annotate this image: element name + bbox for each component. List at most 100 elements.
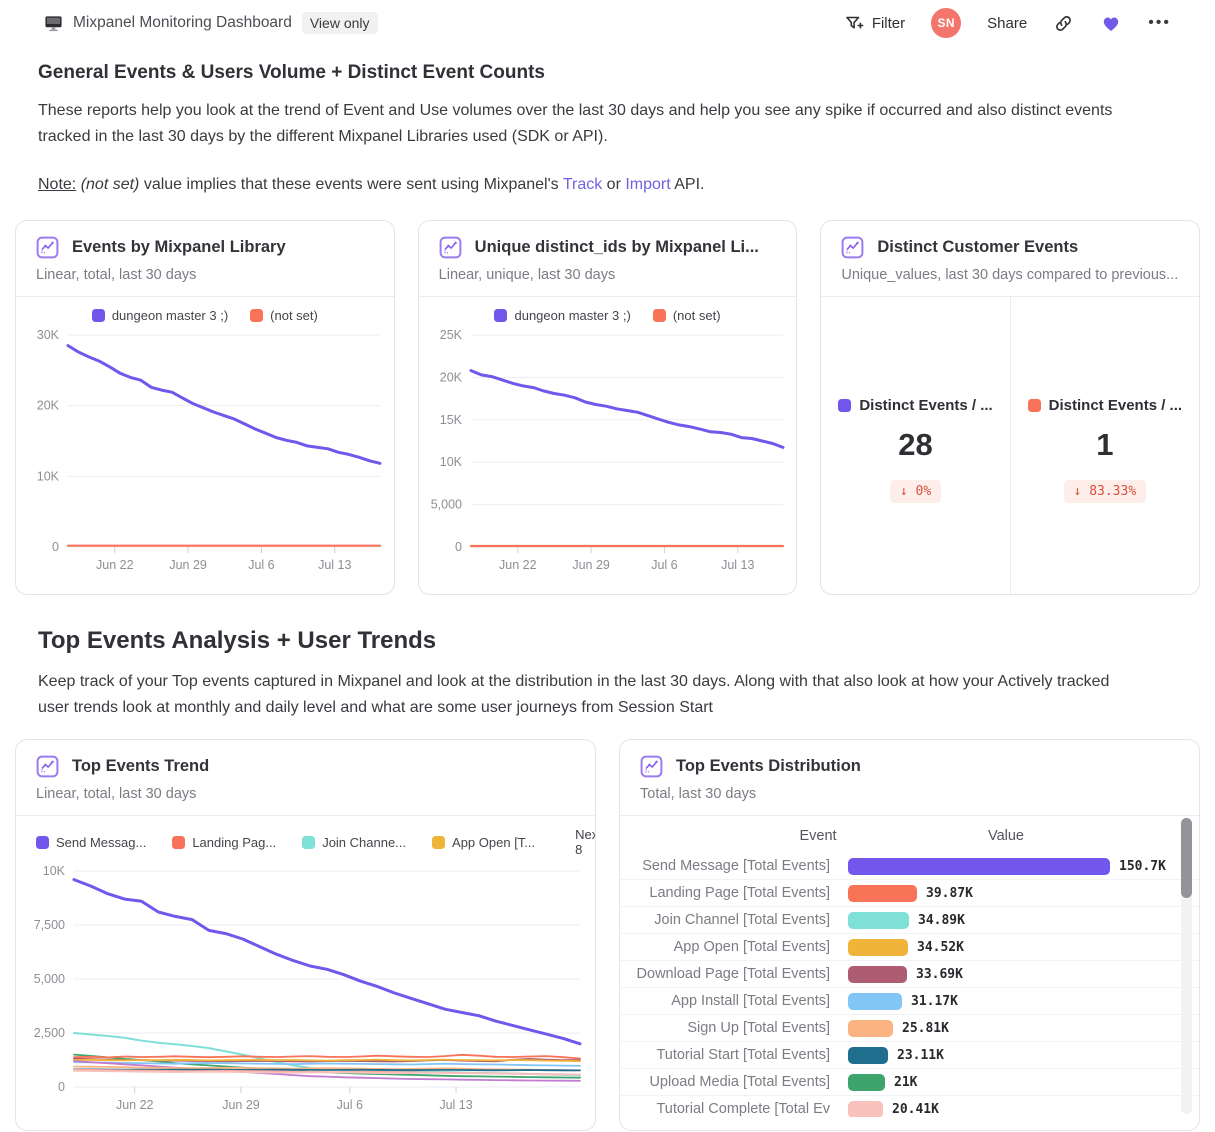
section2-heading: Top Events Analysis + User Trends xyxy=(38,627,437,654)
share-button[interactable]: Share xyxy=(987,14,1028,32)
event-label: Upload Media [Total Events] xyxy=(649,1074,830,1090)
monitor-icon xyxy=(44,14,63,33)
value-label: 23.11K xyxy=(897,1047,944,1063)
insights-chart-icon xyxy=(439,236,462,259)
chart-legend: dungeon master 3 ;) (not set) xyxy=(419,297,797,323)
section1-heading: General Events & Users Volume + Distinct… xyxy=(38,62,545,83)
legend-item[interactable]: Join Channe... xyxy=(302,835,406,850)
view-only-badge: View only xyxy=(301,12,378,34)
legend-label: (not set) xyxy=(270,308,318,323)
legend-item[interactable]: dungeon master 3 ;) xyxy=(91,308,228,323)
more-options-button[interactable]: ••• xyxy=(1148,14,1171,31)
svg-text:20K: 20K xyxy=(37,399,60,413)
metric-label: Distinct Events / ... xyxy=(1048,397,1183,414)
table-row: Upload Media [Total Events] 21K xyxy=(620,1069,1199,1096)
legend-item[interactable]: (not set) xyxy=(250,308,318,323)
table-row: Sign Up [Total Events] 25.81K xyxy=(620,1015,1199,1042)
metric-change-badge: ↓ 0% xyxy=(889,480,942,503)
value-label: 39.87K xyxy=(926,885,973,901)
legend-swatch xyxy=(36,835,49,849)
legend-item[interactable]: (not set) xyxy=(652,308,721,323)
insights-chart-icon xyxy=(640,755,663,778)
svg-text:0: 0 xyxy=(58,1080,65,1094)
svg-text:Jul 6: Jul 6 xyxy=(337,1098,363,1112)
top-events-trend-card: Top Events Trend Linear, total, last 30 … xyxy=(15,739,596,1131)
metric-swatch xyxy=(838,399,852,412)
legend-next-8-button[interactable]: Next 8 xyxy=(575,827,595,857)
svg-text:Jul 13: Jul 13 xyxy=(439,1098,472,1112)
copy-link-icon[interactable] xyxy=(1053,13,1074,34)
legend-item[interactable]: Send Messag... xyxy=(36,835,146,850)
scrollbar-track[interactable] xyxy=(1181,818,1192,1114)
legend-swatch xyxy=(494,309,508,322)
insights-chart-icon xyxy=(841,236,864,259)
column-header-event: Event xyxy=(799,828,837,844)
table-row: App Open [Total Events] 34.52K xyxy=(620,934,1199,961)
distinct-customer-events-card: Distinct Customer Events Unique_values, … xyxy=(820,220,1201,595)
table-row: Join Channel [Total Events] 34.89K xyxy=(620,907,1199,934)
svg-text:10K: 10K xyxy=(37,469,60,483)
value-bar xyxy=(848,938,908,956)
table-row: Tutorial Start [Total Events] 23.11K xyxy=(620,1042,1199,1069)
svg-text:30K: 30K xyxy=(37,328,60,342)
svg-text:Jun 29: Jun 29 xyxy=(222,1098,260,1112)
legend-swatch xyxy=(172,835,186,849)
legend-item[interactable]: dungeon master 3 ;) xyxy=(494,308,631,323)
track-link[interactable]: Track xyxy=(562,176,603,193)
event-label: App Open [Total Events] xyxy=(673,939,830,955)
value-bar xyxy=(848,1019,893,1037)
legend-swatch xyxy=(652,309,666,322)
unique-ids-chart[interactable]: 25K 20K 15K 10K 5,000 0 Jun 22 Jun 29 Jul 6 Jul 1… xyxy=(419,323,797,586)
event-label: Send Message [Total Events] xyxy=(642,858,830,874)
card-subtitle: Total, last 30 days xyxy=(640,786,757,802)
svg-text:25K: 25K xyxy=(439,328,462,342)
card-title: Unique distinct_ids by Mixpanel Li... xyxy=(474,238,759,256)
cards-row-2: Top Events Trend Linear, total, last 30 … xyxy=(0,739,1215,1131)
legend-item[interactable]: App Open [T... xyxy=(432,835,535,850)
distribution-rows: Send Message [Total Events] 150.7K Landing… xyxy=(620,853,1199,1117)
value-bar xyxy=(848,911,909,929)
legend-item[interactable]: Landing Pag... xyxy=(172,835,276,850)
card-subtitle: Linear, total, last 30 days xyxy=(36,786,197,802)
metric-value: 1 xyxy=(1096,427,1114,462)
svg-text:Jun 29: Jun 29 xyxy=(169,558,207,572)
favorite-heart-icon[interactable] xyxy=(1100,13,1122,33)
section1-note: Note: (not set) value implies that these… xyxy=(38,176,705,193)
card-subtitle: Unique_values, last 30 days compared to … xyxy=(841,267,1179,283)
legend-label: App Open [T... xyxy=(452,834,536,850)
scrollbar-thumb[interactable] xyxy=(1181,818,1192,898)
metric-change-badge: ↓ 83.33% xyxy=(1063,480,1147,503)
top-events-distribution-card: Top Events Distribution Total, last 30 d… xyxy=(619,739,1200,1131)
legend-label: (not set) xyxy=(672,308,721,323)
document-title: Mixpanel Monitoring Dashboard xyxy=(73,14,292,31)
card-title: Events by Mixpanel Library xyxy=(72,238,286,256)
svg-text:2,500: 2,500 xyxy=(34,1026,65,1040)
top-events-trend-chart[interactable]: 10K 7,500 5,000 2,500 0 Jun 22 Jun 29 Jul 6 Jul … xyxy=(16,857,595,1130)
legend-label: Send Messag... xyxy=(56,834,147,850)
svg-text:7,500: 7,500 xyxy=(34,918,65,932)
svg-text:Jul 6: Jul 6 xyxy=(248,558,274,572)
metric-panel: Distinct Events / ... 28 ↓ 0% xyxy=(821,297,1009,594)
top-bar: Mixpanel Monitoring Dashboard View only … xyxy=(0,0,1215,46)
svg-text:0: 0 xyxy=(455,540,462,554)
import-link[interactable]: Import xyxy=(625,176,671,193)
value-bar xyxy=(848,1073,885,1091)
filter-button[interactable]: Filter xyxy=(844,13,905,33)
events-by-library-chart[interactable]: 30K 20K 10K 0 Jun 22 Jun 29 Jul 6 Jul 13 xyxy=(16,323,394,586)
card-subtitle: Linear, total, last 30 days xyxy=(36,267,197,283)
table-row: Send Message [Total Events] 150.7K xyxy=(620,853,1199,880)
value-label: 20.41K xyxy=(892,1101,939,1117)
value-label: 34.52K xyxy=(917,939,964,955)
avatar[interactable]: SN xyxy=(931,8,962,38)
legend-swatch xyxy=(250,309,264,322)
table-row: Tutorial Complete [Total Ev 20.41K xyxy=(620,1096,1199,1117)
card-title: Distinct Customer Events xyxy=(877,238,1079,256)
legend-label: dungeon master 3 ;) xyxy=(514,308,631,323)
value-label: 31.17K xyxy=(911,993,958,1009)
unique-ids-card: Unique distinct_ids by Mixpanel Li... Li… xyxy=(417,220,798,595)
legend-swatch xyxy=(432,835,446,849)
table-row: App Install [Total Events] 31.17K xyxy=(620,988,1199,1015)
events-by-library-card: Events by Mixpanel Library Linear, total… xyxy=(15,220,395,595)
svg-text:Jul 13: Jul 13 xyxy=(318,558,351,572)
svg-text:Jul 13: Jul 13 xyxy=(721,558,754,572)
